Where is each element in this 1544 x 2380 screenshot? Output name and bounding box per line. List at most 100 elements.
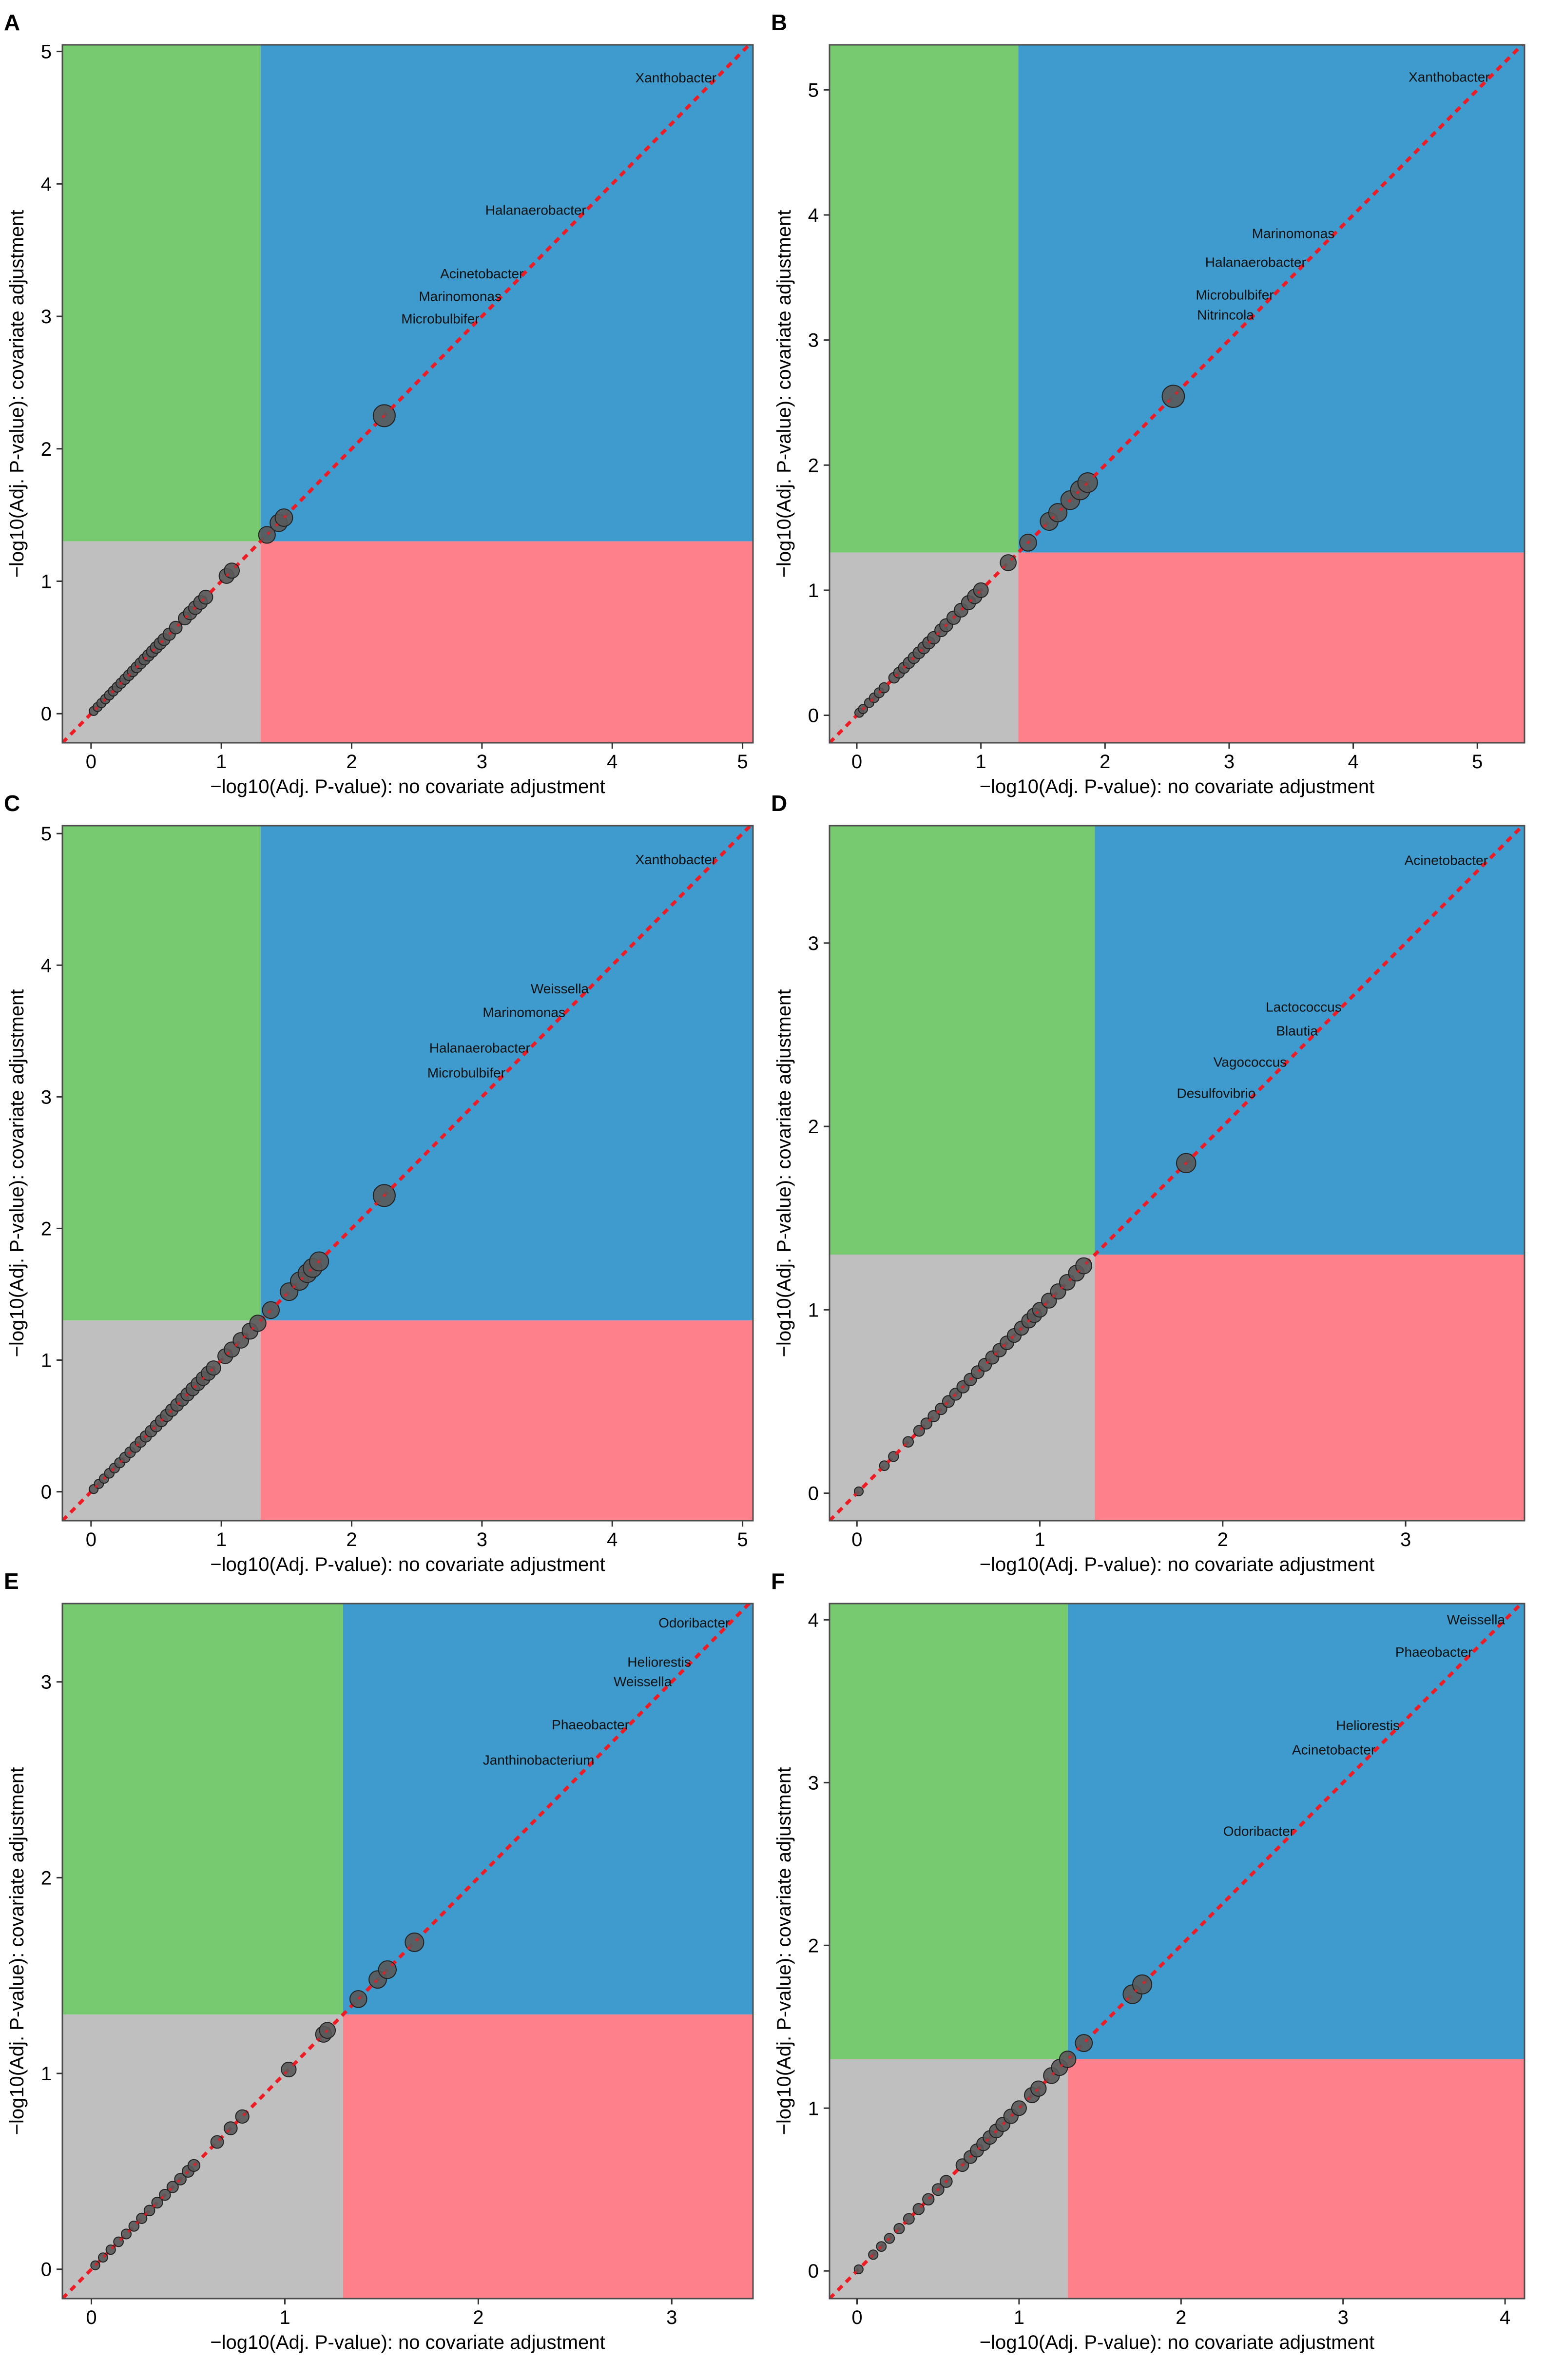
- y-axis-title: −log10(Adj. P-value): covariate adjustme…: [773, 210, 795, 578]
- y-tick-label: 1: [808, 1299, 819, 1321]
- y-tick-label: 4: [808, 1609, 819, 1631]
- panel-letter: B: [771, 10, 787, 35]
- genus-label-1: Xanthobacter: [636, 852, 717, 867]
- y-tick-label: 2: [41, 439, 52, 460]
- x-tick-label: 3: [1338, 2307, 1349, 2328]
- y-tick-label: 5: [808, 79, 819, 101]
- x-tick-label: 3: [1224, 751, 1235, 773]
- panel-e: Odoribacter Heliorestis Weissella Phaeobact…: [4, 1568, 754, 2353]
- x-tick-label: 2: [1100, 751, 1110, 773]
- y-tick-label: 3: [808, 330, 819, 351]
- x-tick-label: 4: [607, 751, 618, 773]
- x-tick-label: 4: [1348, 751, 1358, 773]
- genus-label-5: Microbulbifer: [401, 311, 479, 326]
- data-point-23: [378, 1960, 397, 1979]
- genus-label-1: Odoribacter: [658, 1615, 730, 1630]
- y-tick-label: 1: [41, 571, 52, 592]
- genus-label-4: Marinomonas: [419, 289, 502, 304]
- y-tick-label: 1: [808, 580, 819, 601]
- data-point-27: [1132, 1974, 1153, 1995]
- x-tick-label: 0: [851, 751, 862, 773]
- genus-label-2: Weissella: [531, 981, 589, 996]
- genus-label-5: Nitrincola: [1197, 307, 1254, 322]
- data-point-3: [105, 2244, 116, 2255]
- quadrant-green: [62, 826, 261, 1321]
- genus-label-2: Marinomonas: [1252, 226, 1335, 241]
- x-tick-label: 1: [1034, 1529, 1045, 1550]
- x-tick-label: 4: [1500, 2307, 1510, 2328]
- quadrant-red: [343, 2014, 753, 2299]
- x-tick-label: 3: [666, 2307, 677, 2328]
- y-tick-label: 2: [808, 455, 819, 476]
- panel-a: Xanthobacter Halanaerobacter Acinetobacter…: [4, 10, 754, 797]
- y-tick-label: 2: [808, 1116, 819, 1138]
- y-tick-label: 4: [41, 955, 52, 976]
- x-tick-label: 2: [1176, 2307, 1186, 2328]
- x-tick-label: 0: [86, 1529, 96, 1550]
- y-tick-label: 3: [41, 1086, 52, 1108]
- plot-frame: [61, 44, 754, 744]
- x-tick-label: 1: [279, 2307, 290, 2328]
- x-tick-label: 3: [1400, 1529, 1411, 1550]
- x-tick-label: 0: [851, 2307, 862, 2328]
- x-tick-label: 2: [346, 1529, 357, 1550]
- data-point-3: [876, 2241, 887, 2252]
- data-point-25: [1075, 2034, 1093, 2052]
- data-point-22: [973, 582, 989, 598]
- genus-label-3: Heliorestis: [1336, 1718, 1400, 1733]
- quadrant-red: [1095, 1255, 1525, 1521]
- y-tick-label: 0: [808, 1483, 819, 1505]
- data-point-2: [97, 2252, 108, 2263]
- y-axis-title: −log10(Adj. P-value): covariate adjustme…: [6, 210, 28, 578]
- data-point-24: [1059, 2051, 1077, 2068]
- genus-label-2: Heliorestis: [627, 1655, 691, 1670]
- quadrant-green: [62, 1604, 343, 2015]
- data-point-1: [853, 1486, 864, 1496]
- x-tick-label: 5: [737, 1529, 748, 1550]
- panel-letter: F: [771, 1568, 785, 1594]
- y-tick-label: 0: [41, 1482, 52, 1503]
- panel-c: Xanthobacter Weissella Marinomonas Halanaer…: [4, 791, 754, 1575]
- genus-label-4: Microbulbifer: [1196, 287, 1274, 302]
- panel-letter: E: [4, 1568, 19, 1594]
- genus-label-4: Phaeobacter: [552, 1717, 629, 1732]
- quadrant-green: [830, 45, 1019, 553]
- plot-frame: [61, 1603, 754, 2300]
- quadrant-green: [62, 45, 261, 542]
- y-axis-title: −log10(Adj. P-value): covariate adjustme…: [6, 1767, 28, 2135]
- plot-frame: [829, 825, 1525, 1522]
- x-tick-label: 2: [346, 751, 357, 773]
- y-tick-label: 0: [41, 703, 52, 725]
- data-point-2: [868, 2249, 879, 2260]
- genus-label-2: Halanaerobacter: [485, 203, 586, 218]
- panel-f: Weissella Phaeobacter Heliorestis Acinetoba…: [771, 1568, 1525, 2353]
- x-tick-label: 3: [477, 1529, 487, 1550]
- y-tick-label: 3: [808, 1772, 819, 1794]
- x-tick-label: 4: [607, 1529, 618, 1550]
- panel-letter: C: [4, 791, 20, 816]
- genus-label-3: Halanaerobacter: [1205, 255, 1306, 270]
- quadrant-green: [830, 826, 1095, 1255]
- x-tick-label: 1: [216, 751, 227, 773]
- data-point-21: [1030, 2080, 1047, 2097]
- plot-frame: [61, 825, 754, 1522]
- quadrant-red: [260, 541, 753, 743]
- x-tick-label: 1: [216, 1529, 227, 1550]
- quadrant-red: [1018, 552, 1525, 743]
- data-point-1: [853, 2264, 864, 2274]
- y-tick-label: 3: [41, 1672, 52, 1693]
- genus-label-3: Acinetobacter: [440, 266, 523, 281]
- x-axis-title: −log10(Adj. P-value): no covariate adjus…: [210, 1554, 605, 1575]
- y-axis-title: −log10(Adj. P-value): covariate adjustme…: [773, 989, 795, 1357]
- genus-label-1: Xanthobacter: [1409, 70, 1490, 85]
- data-point-6: [878, 682, 890, 694]
- data-point-29: [258, 526, 276, 544]
- y-tick-label: 4: [808, 205, 819, 226]
- x-axis-title: −log10(Adj. P-value): no covariate adjus…: [980, 2332, 1374, 2353]
- x-tick-label: 0: [86, 751, 96, 773]
- genus-label-4: Vagococcus: [1214, 1054, 1287, 1069]
- genus-label-5: Microbulbifer: [427, 1065, 505, 1081]
- genus-label-2: Lactococcus: [1266, 999, 1342, 1014]
- quadrant-blue: [343, 1604, 753, 2015]
